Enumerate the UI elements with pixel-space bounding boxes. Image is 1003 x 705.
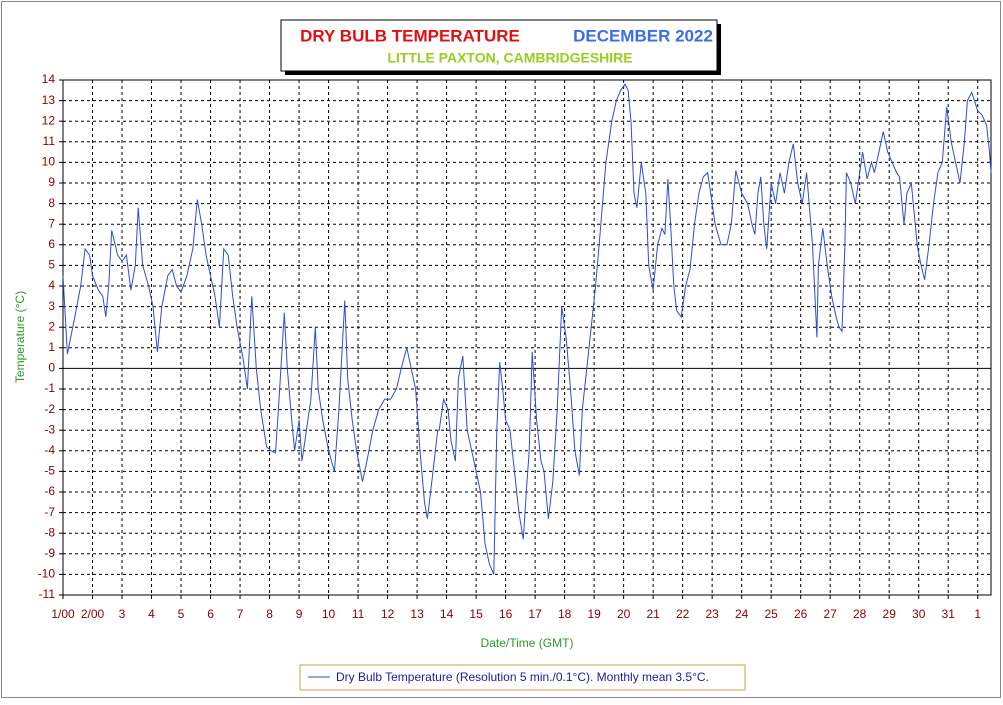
title-box bbox=[280, 19, 718, 72]
temperature-line bbox=[62, 83, 992, 575]
y-tick-label: -1 bbox=[44, 381, 55, 395]
chart-subtitle: LITTLE PAXTON, CAMBRIDGESHIRE bbox=[387, 50, 632, 66]
y-tick-label: 7 bbox=[48, 216, 55, 230]
x-tick-label: 13 bbox=[410, 607, 424, 621]
x-tick-label: 19 bbox=[587, 607, 601, 621]
chart-title: DRY BULB TEMPERATURE bbox=[300, 26, 520, 45]
y-tick-label: 12 bbox=[42, 113, 56, 127]
x-tick-label: 10 bbox=[322, 607, 336, 621]
x-tick-label: 7 bbox=[237, 607, 244, 621]
y-tick-label: 1 bbox=[48, 340, 55, 354]
y-tick-label: -10 bbox=[38, 567, 56, 581]
x-tick-label: 31 bbox=[942, 607, 956, 621]
x-tick-label: 30 bbox=[912, 607, 926, 621]
x-tick-label: 27 bbox=[824, 607, 838, 621]
y-tick-label: -4 bbox=[44, 443, 55, 457]
x-tick-label: 18 bbox=[558, 607, 572, 621]
y-tick-label: 4 bbox=[48, 278, 55, 292]
x-tick-label: 2/00 bbox=[81, 607, 105, 621]
y-tick-label: 0 bbox=[48, 361, 55, 375]
x-tick-label: 16 bbox=[499, 607, 513, 621]
x-tick-label: 22 bbox=[676, 607, 690, 621]
y-tick-label: -3 bbox=[44, 422, 55, 436]
y-tick-label: -5 bbox=[44, 464, 55, 478]
y-tick-label: 10 bbox=[42, 155, 56, 169]
x-tick-label: 14 bbox=[440, 607, 454, 621]
x-tick-label: 9 bbox=[296, 607, 303, 621]
y-tick-label: 5 bbox=[48, 258, 55, 272]
x-tick-label: 15 bbox=[469, 607, 483, 621]
x-tick-label: 5 bbox=[178, 607, 185, 621]
y-tick-label: 6 bbox=[48, 237, 55, 251]
y-tick-label: -7 bbox=[44, 505, 55, 519]
y-tick-label: -9 bbox=[44, 546, 55, 560]
x-tick-label: 1/00 bbox=[51, 607, 75, 621]
y-tick-label: 13 bbox=[42, 93, 56, 107]
x-tick-label: 3 bbox=[119, 607, 126, 621]
legend-label: Dry Bulb Temperature (Resolution 5 min./… bbox=[336, 670, 709, 684]
plot-area bbox=[62, 79, 992, 596]
x-tick-label: 17 bbox=[528, 607, 542, 621]
y-axis-label: Temperature (°C) bbox=[13, 291, 27, 383]
x-tick-label: 23 bbox=[705, 607, 719, 621]
x-tick-label: 4 bbox=[148, 607, 155, 621]
x-tick-label: 6 bbox=[207, 607, 214, 621]
chart-title-right: DECEMBER 2022 bbox=[573, 26, 713, 45]
x-tick-label: 28 bbox=[853, 607, 867, 621]
y-tick-label: 9 bbox=[48, 175, 55, 189]
y-tick-label: 11 bbox=[43, 134, 56, 148]
x-tick-label: 8 bbox=[266, 607, 273, 621]
y-tick-label: -6 bbox=[44, 484, 55, 498]
x-axis-label: Date/Time (GMT) bbox=[481, 636, 574, 650]
legend bbox=[299, 664, 746, 691]
x-tick-label: 24 bbox=[735, 607, 749, 621]
x-tick-label: 12 bbox=[381, 607, 395, 621]
y-tick-label: -11 bbox=[39, 587, 56, 601]
x-tick-label: 21 bbox=[646, 607, 660, 621]
x-tick-label: 29 bbox=[883, 607, 897, 621]
y-tick-label: 14 bbox=[42, 72, 56, 86]
x-tick-label: 11 bbox=[352, 607, 365, 621]
y-tick-label: 2 bbox=[48, 319, 55, 333]
y-tick-label: 3 bbox=[48, 299, 55, 313]
x-tick-label: 1 bbox=[974, 607, 981, 621]
x-tick-label: 25 bbox=[764, 607, 778, 621]
y-tick-label: -8 bbox=[44, 525, 55, 539]
x-tick-label: 20 bbox=[617, 607, 631, 621]
y-tick-label: 8 bbox=[48, 196, 55, 210]
x-tick-label: 26 bbox=[794, 607, 808, 621]
y-tick-label: -2 bbox=[44, 402, 55, 416]
